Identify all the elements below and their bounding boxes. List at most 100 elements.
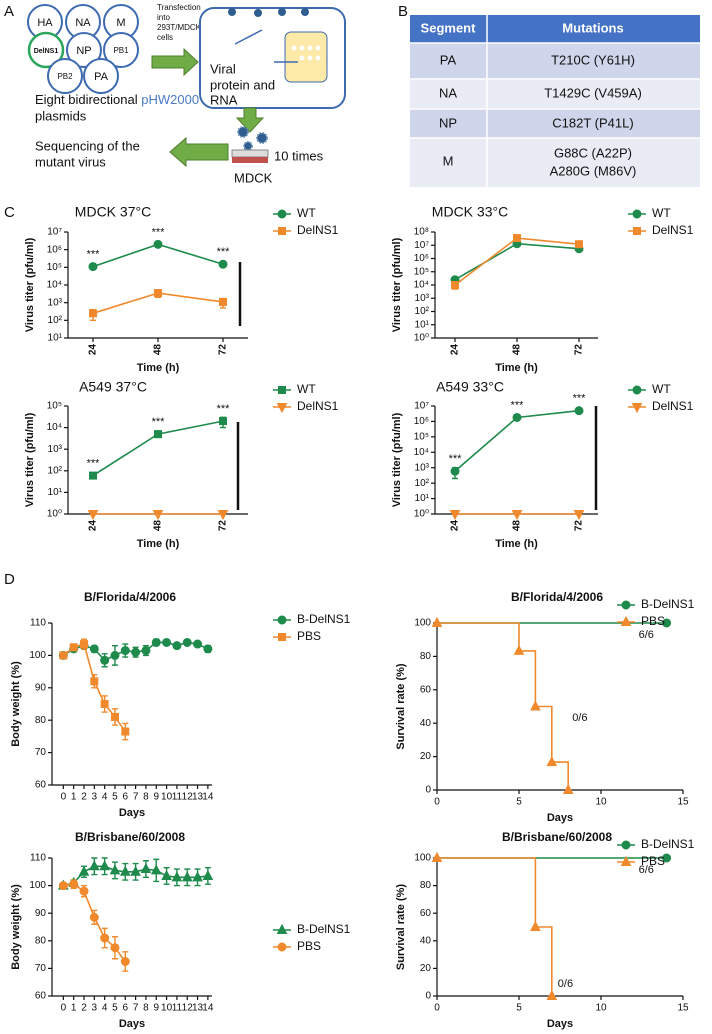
legend-marker: [277, 942, 287, 952]
legend-label: DelNS1: [652, 223, 694, 237]
segment-label: PB1: [113, 46, 129, 55]
segment-label: NP: [76, 45, 91, 57]
table-header-cell: Mutations: [562, 20, 623, 35]
y-tick-label: 10⁵: [47, 262, 62, 273]
y-axis-label: Body weight (%): [10, 884, 22, 970]
y-tick-label: 20: [420, 963, 432, 974]
annotation: ***: [87, 249, 101, 261]
step-text: RNA: [210, 92, 238, 107]
segment-label: NA: [75, 17, 91, 29]
segment-label: PA: [94, 71, 109, 83]
arrow: [169, 136, 229, 168]
x-tick-label: 8: [143, 1003, 149, 1014]
y-tick-label: 70: [35, 747, 47, 758]
legend-marker: [276, 923, 288, 934]
table-cell: G88C (A22P): [554, 145, 632, 160]
data-point: [662, 618, 672, 628]
y-axis-label: Virus titer (pfu/ml): [24, 237, 36, 332]
dots: [291, 45, 321, 61]
table-row: [410, 79, 700, 109]
y-tick-label: 10⁴: [47, 280, 62, 291]
y-tick-label: 80: [35, 935, 47, 946]
x-tick-label: 24: [450, 520, 461, 532]
y-tick-label: 10⁷: [47, 227, 62, 238]
annotation: ***: [449, 453, 463, 465]
x-tick-label: 48: [512, 520, 523, 532]
segment-label: DelNS1: [34, 48, 59, 55]
data-point: [87, 510, 99, 521]
plasmid: [103, 32, 139, 68]
legend-label: B-DelNS1: [641, 597, 695, 611]
data-point: [110, 712, 119, 721]
step-text: cells: [157, 33, 173, 42]
legend-label: DelNS1: [652, 399, 694, 413]
step-text: Viral: [210, 61, 236, 76]
y-tick-label: 10¹: [415, 493, 430, 504]
x-axis-label: Days: [547, 1018, 573, 1030]
legend-label: WT: [297, 206, 316, 220]
x-tick-label: 11: [172, 792, 183, 803]
table-cell: M: [443, 153, 454, 168]
data-point: [203, 644, 213, 654]
x-tick-label: 48: [153, 520, 164, 532]
y-tick-label: 10⁴: [414, 280, 429, 291]
chart-title: A549 33°C: [436, 379, 504, 395]
legend-marker: [276, 403, 288, 414]
plasmid: [66, 32, 102, 68]
table-cell: NA: [439, 85, 457, 100]
step-text: 10 times: [274, 148, 324, 163]
x-axis-label: Time (h): [137, 538, 180, 550]
data-point: [574, 406, 584, 416]
y-tick-label: 100: [414, 618, 431, 629]
step-text: mutant virus: [35, 154, 106, 169]
y-tick-label: 0: [425, 785, 431, 796]
x-tick-label: 12: [182, 792, 194, 803]
virions: [228, 8, 309, 17]
x-tick-label: 14: [202, 1003, 214, 1014]
y-tick-label: 80: [420, 880, 432, 891]
data-point: [151, 637, 161, 647]
data-point: [58, 881, 68, 891]
x-tick-label: 1: [71, 792, 77, 803]
x-tick-label: 24: [88, 344, 99, 356]
y-tick-label: 10⁵: [47, 401, 62, 412]
y-tick-label: 90: [35, 908, 47, 919]
virions: [237, 126, 268, 151]
table-row: [410, 138, 700, 187]
x-tick-label: 9: [153, 1003, 159, 1014]
step-text: Transfection: [157, 3, 201, 12]
legend-marker: [278, 227, 286, 235]
data-point: [181, 871, 193, 882]
panel-label: C: [4, 204, 15, 221]
y-tick-label: 10²: [415, 306, 430, 317]
x-tick-label: 72: [574, 520, 585, 532]
legend-label: B-DelNS1: [297, 922, 351, 936]
y-tick-label: 10²: [415, 478, 430, 489]
y-tick-label: 10⁶: [47, 244, 62, 255]
x-tick-label: 72: [574, 344, 585, 356]
x-tick-label: 12: [182, 1003, 194, 1014]
data-point: [120, 646, 130, 656]
x-tick-label: 15: [677, 1003, 689, 1014]
nucleus: [284, 31, 328, 83]
x-tick-label: 8: [143, 792, 149, 803]
y-tick-label: 10²: [48, 465, 63, 476]
data-point: [140, 862, 152, 874]
data-point: [171, 871, 183, 882]
y-tick-label: 80: [35, 715, 47, 726]
x-tick-label: 24: [450, 344, 461, 356]
x-tick-label: 13: [192, 1003, 204, 1014]
data-point: [193, 639, 203, 649]
y-axis-label: Survival rate (%): [395, 884, 407, 971]
x-axis-label: Days: [547, 812, 573, 824]
x-tick-label: 13: [192, 792, 204, 803]
y-tick-label: 10⁵: [414, 431, 429, 442]
data-point: [110, 650, 120, 660]
segment-label: M: [116, 17, 125, 29]
x-tick-label: 24: [88, 520, 99, 532]
data-point: [100, 700, 109, 708]
panel-b: B Segment Mutations PA T210C (Y61H) NA T…: [398, 3, 700, 187]
data-point: [202, 869, 214, 880]
y-tick-label: 110: [30, 853, 46, 864]
annotation: ***: [217, 246, 231, 258]
